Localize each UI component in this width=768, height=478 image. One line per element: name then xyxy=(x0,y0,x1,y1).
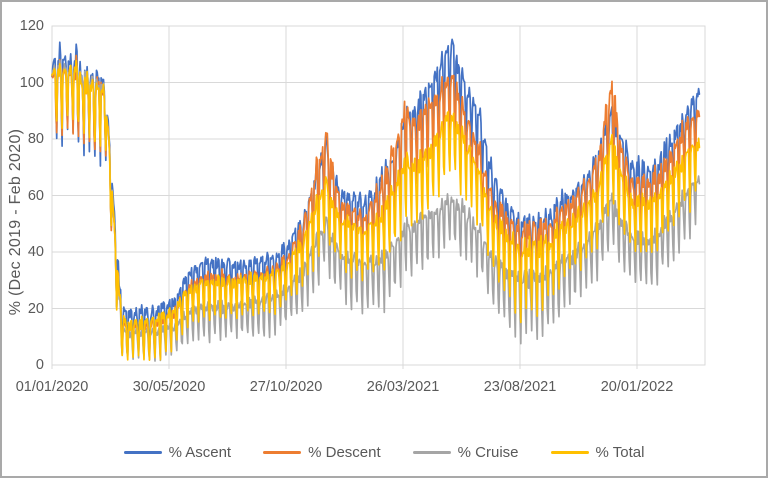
legend-line-cruise-icon xyxy=(412,450,451,455)
plot-border xyxy=(51,25,706,366)
y-tick-label: 80 xyxy=(27,131,44,147)
legend-item-descent[interactable]: % Descent xyxy=(263,444,381,461)
y-tick-label: 120 xyxy=(19,18,44,34)
legend: % Ascent % Descent % Cruise % Total xyxy=(2,444,766,461)
legend-line-ascent-icon xyxy=(123,450,162,455)
legend-item-cruise[interactable]: % Cruise xyxy=(412,444,519,461)
x-tick-label: 01/01/2020 xyxy=(15,379,89,395)
x-tick-label: 26/03/2021 xyxy=(366,379,440,395)
legend-item-total[interactable]: % Total xyxy=(550,444,645,461)
x-tick-label: 27/10/2020 xyxy=(249,379,323,395)
y-tick-label: 100 xyxy=(19,74,44,91)
y-tick-label: 20 xyxy=(27,300,44,317)
y-tick-label: 0 xyxy=(35,357,44,373)
legend-label-cruise: % Cruise xyxy=(457,444,519,461)
legend-item-ascent[interactable]: % Ascent xyxy=(123,444,232,461)
legend-line-descent-icon xyxy=(263,450,302,455)
x-tick-label: 20/01/2022 xyxy=(600,379,674,395)
x-tick-label: 23/08/2021 xyxy=(483,379,557,395)
x-tick-label: 30/05/2020 xyxy=(132,379,206,395)
y-tick-label: 40 xyxy=(27,244,44,260)
legend-line-total-icon xyxy=(550,450,589,455)
series-line-total[interactable] xyxy=(51,59,701,361)
y-tick-label: 60 xyxy=(27,187,44,204)
y-axis-title: % (Dec 2019 - Feb 2020) xyxy=(7,128,24,316)
legend-label-descent: % Descent xyxy=(308,444,381,461)
legend-label-ascent: % Ascent xyxy=(168,444,232,461)
legend-label-total: % Total xyxy=(595,444,645,461)
